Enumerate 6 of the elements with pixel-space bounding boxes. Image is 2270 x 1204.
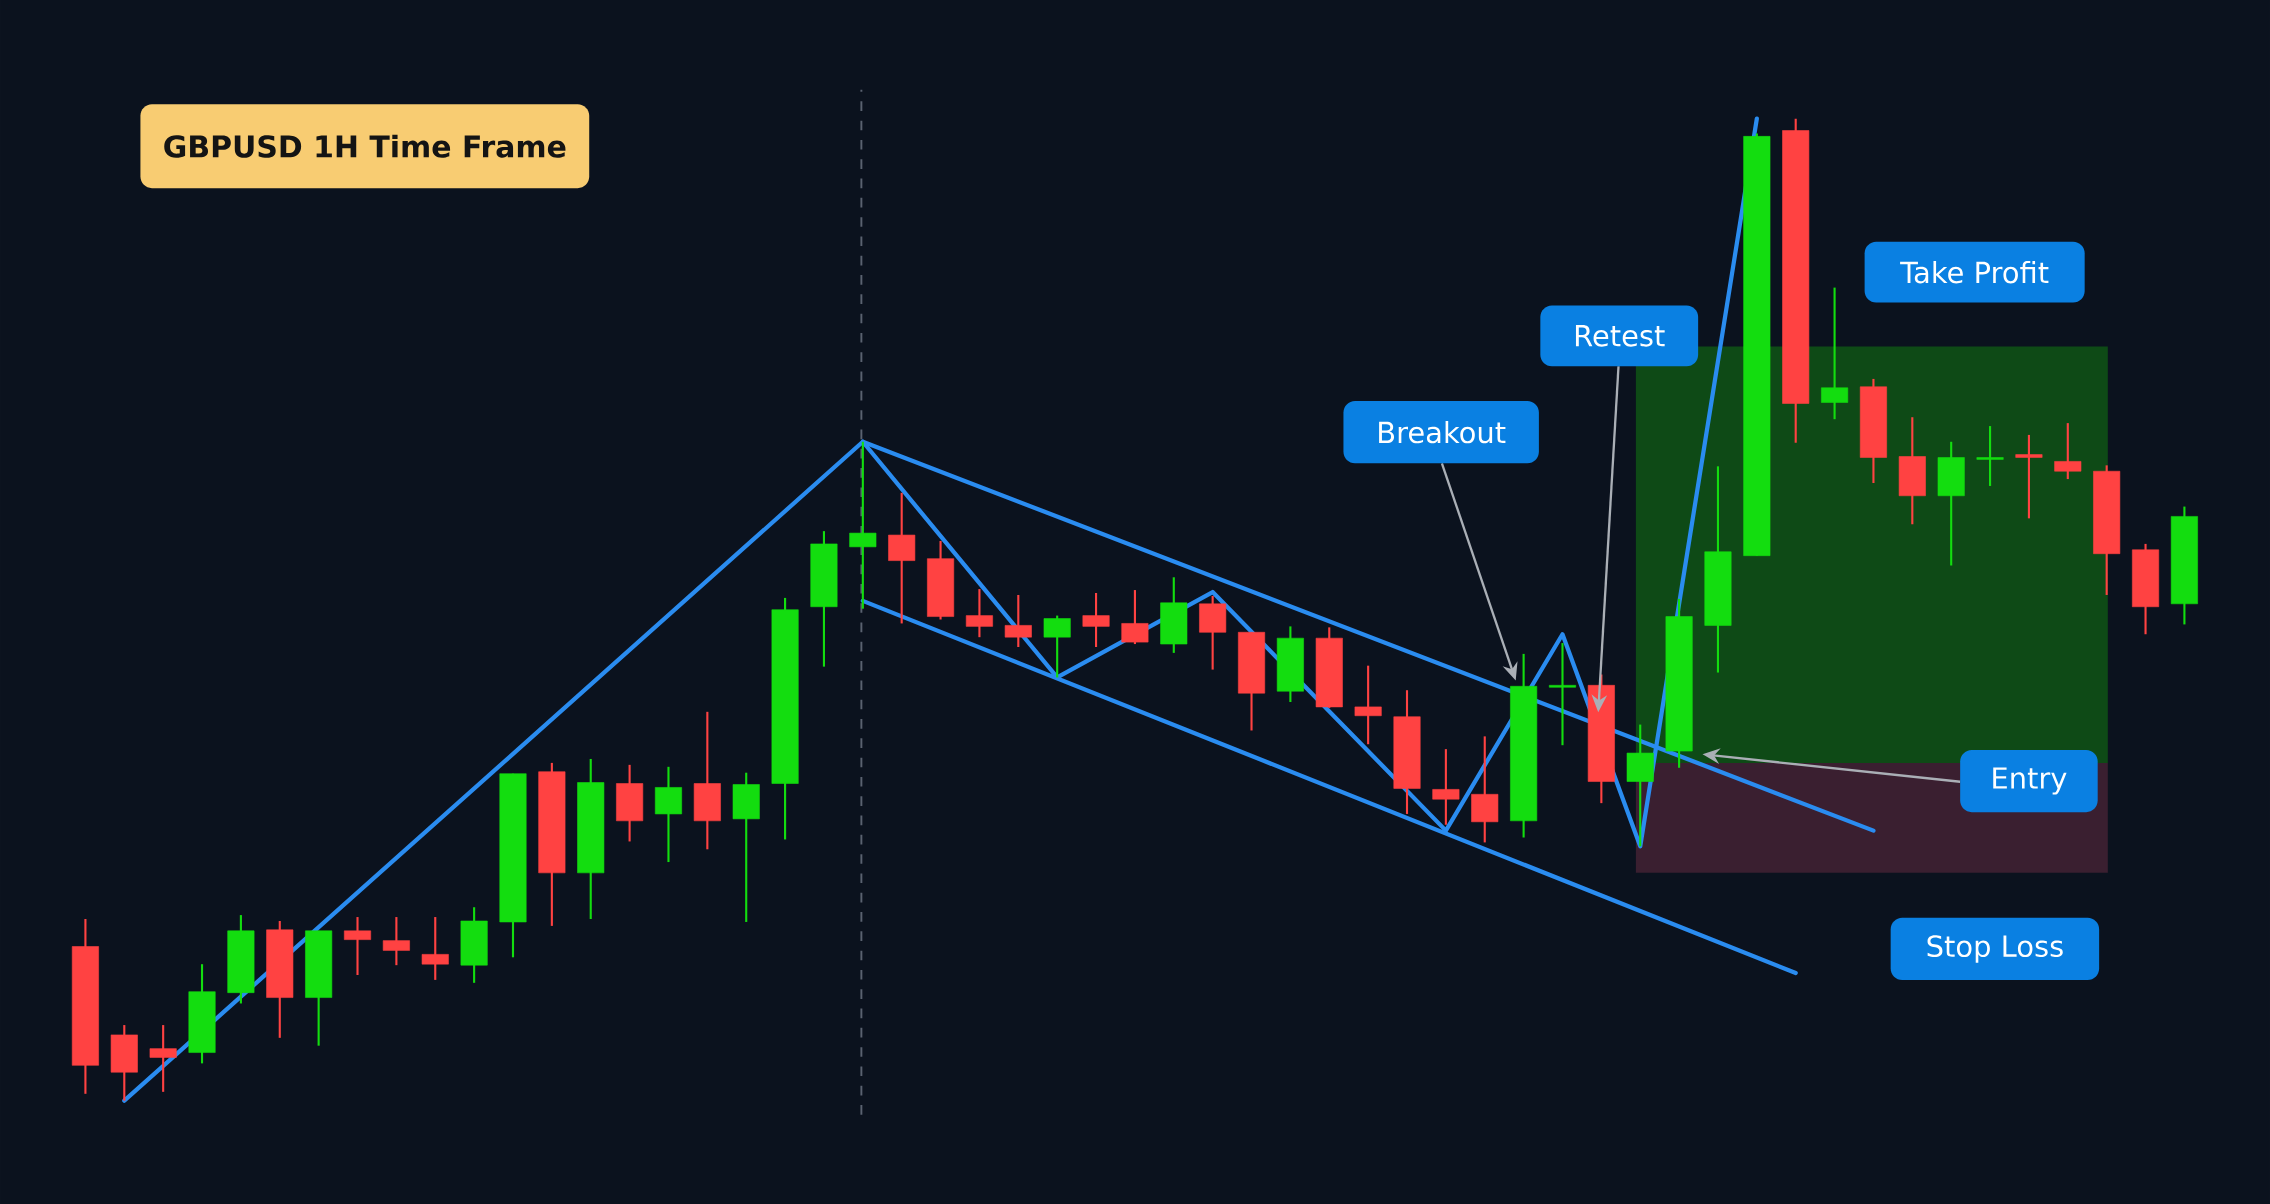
chart-title: GBPUSD 1H Time Frame [164, 134, 566, 158]
annotation: Retest [1575, 324, 1665, 347]
annotation: Breakout [1379, 420, 1506, 444]
annotation: Take Profit [1900, 260, 2049, 284]
annotation: Stop Loss [1927, 934, 2063, 963]
annotation: Entry [1993, 767, 2067, 795]
